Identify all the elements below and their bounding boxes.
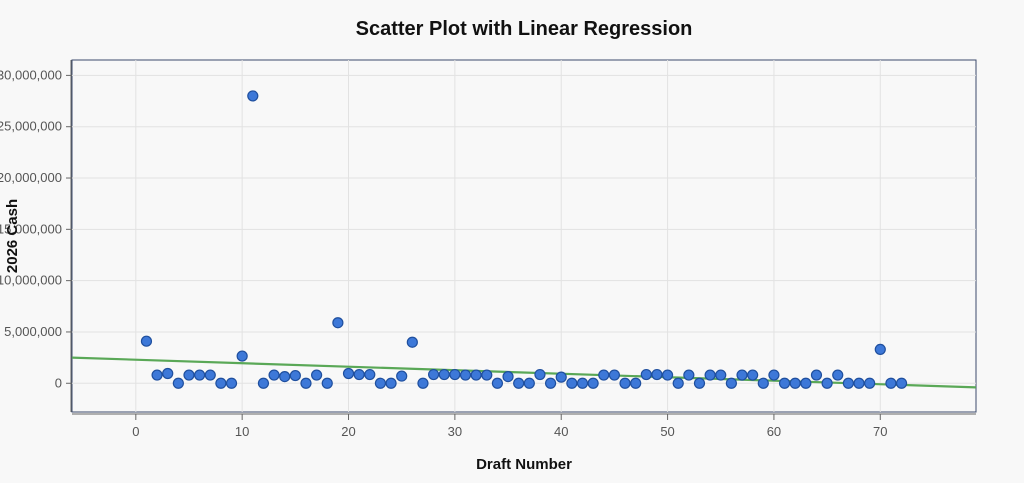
data-point: [895, 377, 908, 389]
y-tick-label: 20,000,000: [0, 170, 62, 185]
data-point: [406, 336, 418, 348]
data-point: [342, 367, 355, 380]
data-point: [353, 368, 365, 381]
data-point: [502, 370, 514, 383]
y-tick-label: 5,000,000: [4, 324, 62, 339]
data-point: [630, 377, 642, 389]
x-tick-label: 10: [235, 424, 249, 439]
x-tick-label: 50: [660, 424, 674, 439]
y-tick-label: 10,000,000: [0, 273, 62, 288]
data-point: [693, 377, 706, 389]
data-point: [821, 377, 833, 389]
x-tick-label: 30: [448, 424, 462, 439]
data-point: [842, 377, 854, 389]
data-point: [619, 377, 631, 389]
x-tick-label: 20: [341, 424, 355, 439]
data-point: [449, 368, 461, 381]
data-point: [885, 377, 897, 389]
data-point: [162, 367, 174, 380]
data-point: [576, 377, 589, 389]
x-tick-label: 40: [554, 424, 568, 439]
data-point: [608, 369, 621, 381]
data-point: [566, 377, 578, 389]
data-point: [555, 371, 567, 383]
x-tick-label: 0: [132, 424, 139, 439]
data-point: [832, 369, 844, 381]
x-axis-label: Draft Number: [476, 456, 572, 473]
data-point: [257, 377, 270, 389]
data-point: [661, 369, 674, 381]
data-point: [757, 377, 769, 389]
data-point: [683, 369, 695, 381]
data-point: [747, 369, 759, 381]
data-point: [853, 377, 865, 389]
data-point: [672, 377, 684, 389]
data-point: [183, 369, 195, 381]
data-point: [194, 369, 206, 381]
data-point: [268, 369, 280, 381]
data-point: [151, 369, 163, 381]
data-point: [438, 368, 450, 381]
data-point: [598, 369, 610, 381]
data-point: [459, 369, 472, 381]
data-point: [523, 377, 535, 389]
data-point: [725, 377, 737, 389]
data-point: [651, 368, 663, 381]
data-point: [385, 377, 397, 389]
data-point: [204, 369, 216, 381]
data-point: [311, 369, 323, 381]
data-point: [215, 377, 227, 389]
data-point: [789, 377, 801, 389]
data-point: [704, 369, 716, 381]
data-point: [396, 370, 408, 382]
y-tick-label: 15,000,000: [0, 221, 62, 236]
chart-title: Scatter Plot with Linear Regression: [356, 18, 693, 40]
data-point: [715, 369, 727, 381]
data-point: [544, 377, 557, 389]
data-point: [800, 377, 812, 389]
data-point: [300, 377, 312, 389]
data-point: [428, 368, 440, 381]
data-point: [236, 350, 248, 362]
data-point: [481, 369, 493, 381]
data-point: [374, 377, 387, 389]
y-tick-label: 0: [55, 375, 62, 390]
data-point: [417, 377, 429, 389]
data-point: [810, 369, 823, 381]
y-tick-label: 30,000,000: [0, 67, 62, 82]
data-point: [289, 369, 301, 382]
data-point: [513, 377, 525, 389]
data-point: [736, 369, 748, 381]
data-point: [364, 368, 376, 381]
y-tick-label: 25,000,000: [0, 119, 62, 134]
data-point: [140, 335, 153, 347]
axes: 0 10 20 30 40 50 60 70 0 5,000,000 10,000,000 15,00…: [0, 60, 976, 439]
grid: [72, 60, 976, 412]
data-point: [778, 377, 791, 389]
data-point: [247, 90, 259, 102]
x-tick-label: 60: [767, 424, 781, 439]
data-point: [864, 377, 876, 389]
data-point: [225, 377, 238, 389]
data-point: [321, 377, 333, 389]
x-tick-label: 70: [873, 424, 887, 439]
data-point: [534, 368, 546, 381]
data-point: [279, 370, 291, 383]
data-point: [587, 377, 599, 389]
data-point: [332, 317, 344, 329]
data-point: [768, 369, 780, 381]
plot-area: [71, 59, 977, 413]
data-point: [470, 369, 482, 381]
data-point: [172, 377, 184, 389]
data-point: [640, 368, 652, 381]
y-axis-label: 2026 Cash: [4, 199, 21, 273]
data-point: [874, 343, 886, 355]
points-layer: [140, 90, 908, 389]
data-point: [491, 377, 504, 389]
